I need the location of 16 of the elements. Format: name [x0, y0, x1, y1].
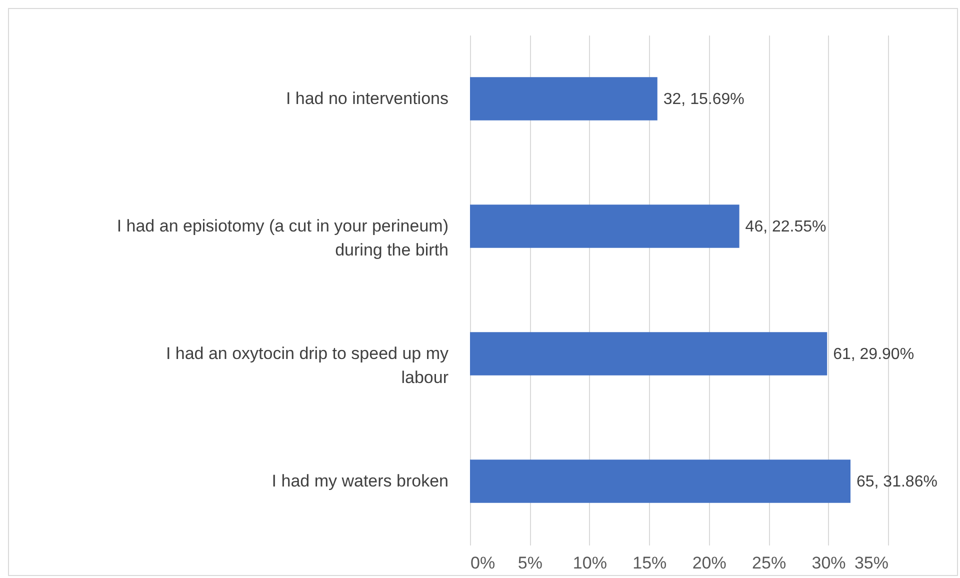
x-tick-label: 35%: [854, 554, 888, 572]
y-tick-label: I had my waters broken: [272, 471, 448, 490]
y-tick-label: I had an oxytocin drip to speed up my labour: [166, 344, 449, 387]
data-label: 46, 22.55%: [745, 218, 826, 236]
x-tick-label: 25%: [752, 554, 786, 572]
x-tick-label: 30%: [812, 554, 846, 572]
x-tick-label: 5%: [518, 554, 543, 572]
x-tick-label: 15%: [632, 554, 667, 572]
data-label: 65, 31.86%: [856, 473, 938, 490]
x-tick-label: 10%: [572, 554, 607, 572]
data-label: 32, 15.69%: [663, 90, 744, 108]
x-tick-label: 0%: [470, 554, 496, 572]
x-tick-label: 20%: [692, 554, 726, 572]
y-tick-label: I had no interventions: [286, 88, 448, 108]
y-tick-label: I had an episiotomy (a cut in your perineum) during the birth: [116, 216, 448, 260]
data-label: 61, 29.90%: [833, 346, 914, 363]
